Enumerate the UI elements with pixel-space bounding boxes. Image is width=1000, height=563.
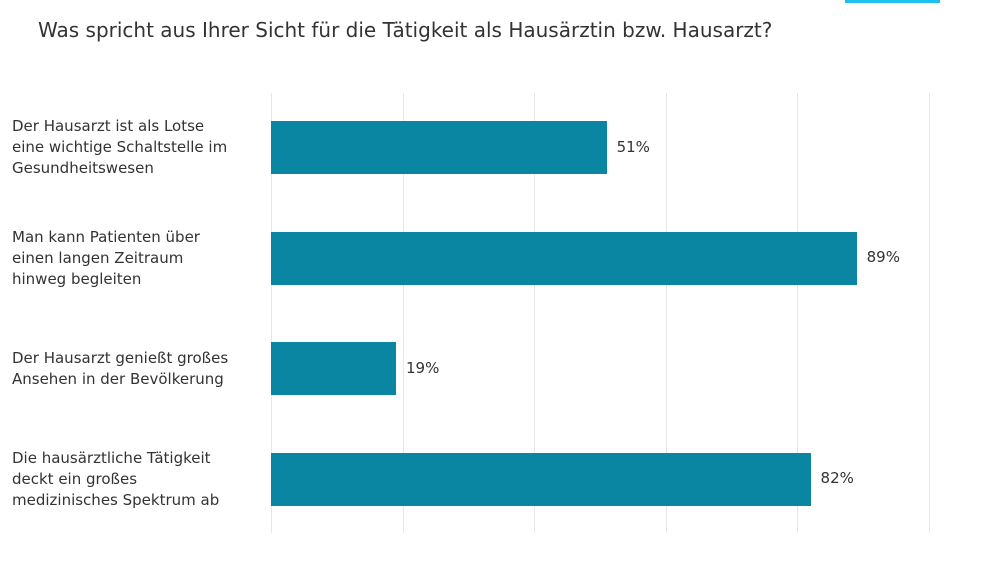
category-label-line: Der Hausarzt ist als Lotse [12, 117, 205, 135]
category-label-line: Man kann Patienten über [12, 227, 200, 246]
chart-title: Was spricht aus Ihrer Sicht für die Täti… [38, 18, 773, 42]
category-label-line: Die hausärztliche Tätigkeit [12, 448, 211, 467]
value-label: 19% [406, 358, 440, 377]
category-label-line: medizinisches Spektrum ab [12, 490, 220, 509]
gridline [271, 93, 272, 533]
category-label: Die hausärztliche Tätigkeit deckt ein gro… [12, 448, 219, 511]
bar [271, 452, 811, 506]
category-label-line: einen langen Zeitraum [12, 248, 184, 267]
top-accent-bar [845, 0, 940, 3]
gridline [665, 93, 667, 533]
category-label: Der Hausarzt ist als Lotse eine wichtige … [12, 116, 227, 179]
category-label-line: hinweg begleiten [12, 269, 142, 288]
value-label: 89% [866, 248, 900, 266]
value-label: 82% [820, 469, 854, 487]
gridline [402, 93, 404, 533]
category-label: Der Hausarzt genießt großes Ansehen in de… [12, 348, 228, 390]
category-label-line: deckt ein großes [12, 469, 138, 488]
gridline [929, 93, 930, 533]
category-label-line: Der Hausarzt genießt großes [12, 348, 229, 367]
bar [271, 121, 607, 174]
category-label: Man kann Patienten über einen langen Zeit… [12, 227, 200, 290]
gridline [797, 93, 799, 533]
bar [271, 342, 397, 395]
bar [271, 231, 857, 285]
category-label-line: eine wichtige Schaltstelle im [12, 138, 228, 156]
gridline [534, 93, 536, 533]
category-label-line: Ansehen in der Bevölkerung [12, 369, 224, 388]
value-label: 51% [616, 137, 650, 156]
category-label-line: Gesundheitswesen [12, 159, 154, 177]
